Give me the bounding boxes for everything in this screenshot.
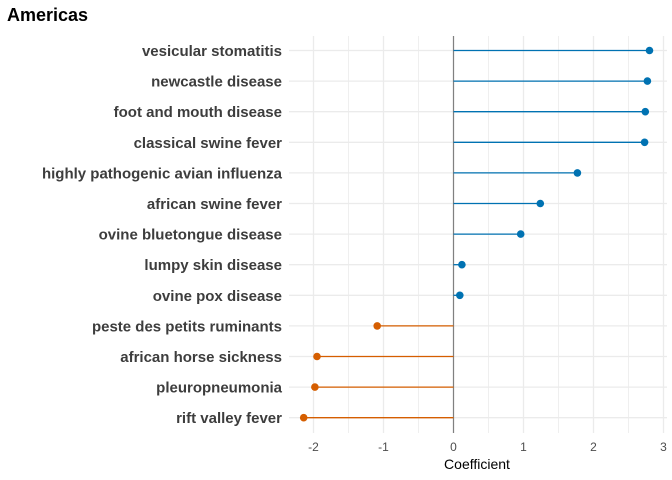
lollipop-point (516, 230, 525, 238)
lollipop-point (645, 46, 654, 55)
x-tick-label: -1 (378, 440, 389, 454)
category-label: ovine pox disease (153, 288, 282, 305)
x-tick-labels: -2 -1 0 1 2 3 (308, 440, 667, 454)
category-label: lumpy skin disease (144, 257, 282, 274)
lollipop-point (313, 352, 321, 361)
category-label: african horse sickness (120, 349, 282, 366)
category-label: vesicular stomatitis (142, 43, 282, 60)
category-label: foot and mouth disease (114, 104, 282, 121)
lollipop-point (641, 107, 650, 116)
lollipop-point (536, 199, 545, 208)
category-labels: vesicular stomatitis newcastle disease foo… (42, 43, 283, 427)
lollipop-point (640, 138, 649, 147)
lollipop-point (643, 77, 652, 85)
lollipop-marks (299, 46, 654, 422)
lollipop-point (373, 322, 382, 330)
category-label: ovine bluetongue disease (99, 227, 282, 244)
category-label: classical swine fever (134, 135, 283, 152)
x-tick-label: 2 (590, 440, 597, 454)
x-tick-label: 3 (660, 440, 667, 454)
category-label: rift valley fever (176, 410, 282, 427)
category-label: pleuropneumonia (156, 380, 282, 397)
lollipop-point (456, 291, 464, 300)
chart-title: Americas (7, 5, 88, 25)
x-tick-label: 1 (520, 440, 527, 454)
category-label: highly pathogenic avian influenza (42, 165, 283, 182)
x-tick-label: 0 (450, 440, 457, 454)
x-tick-label: -2 (308, 440, 319, 454)
category-label: newcastle disease (151, 74, 282, 91)
lollipop-point (458, 260, 466, 269)
x-axis-title: Coefficient (444, 456, 510, 472)
lollipop-point (573, 169, 582, 177)
lollipop-point (311, 383, 319, 391)
category-label: peste des petits ruminants (92, 318, 282, 335)
category-label: african swine fever (147, 196, 282, 213)
lollipop-point (299, 413, 308, 422)
